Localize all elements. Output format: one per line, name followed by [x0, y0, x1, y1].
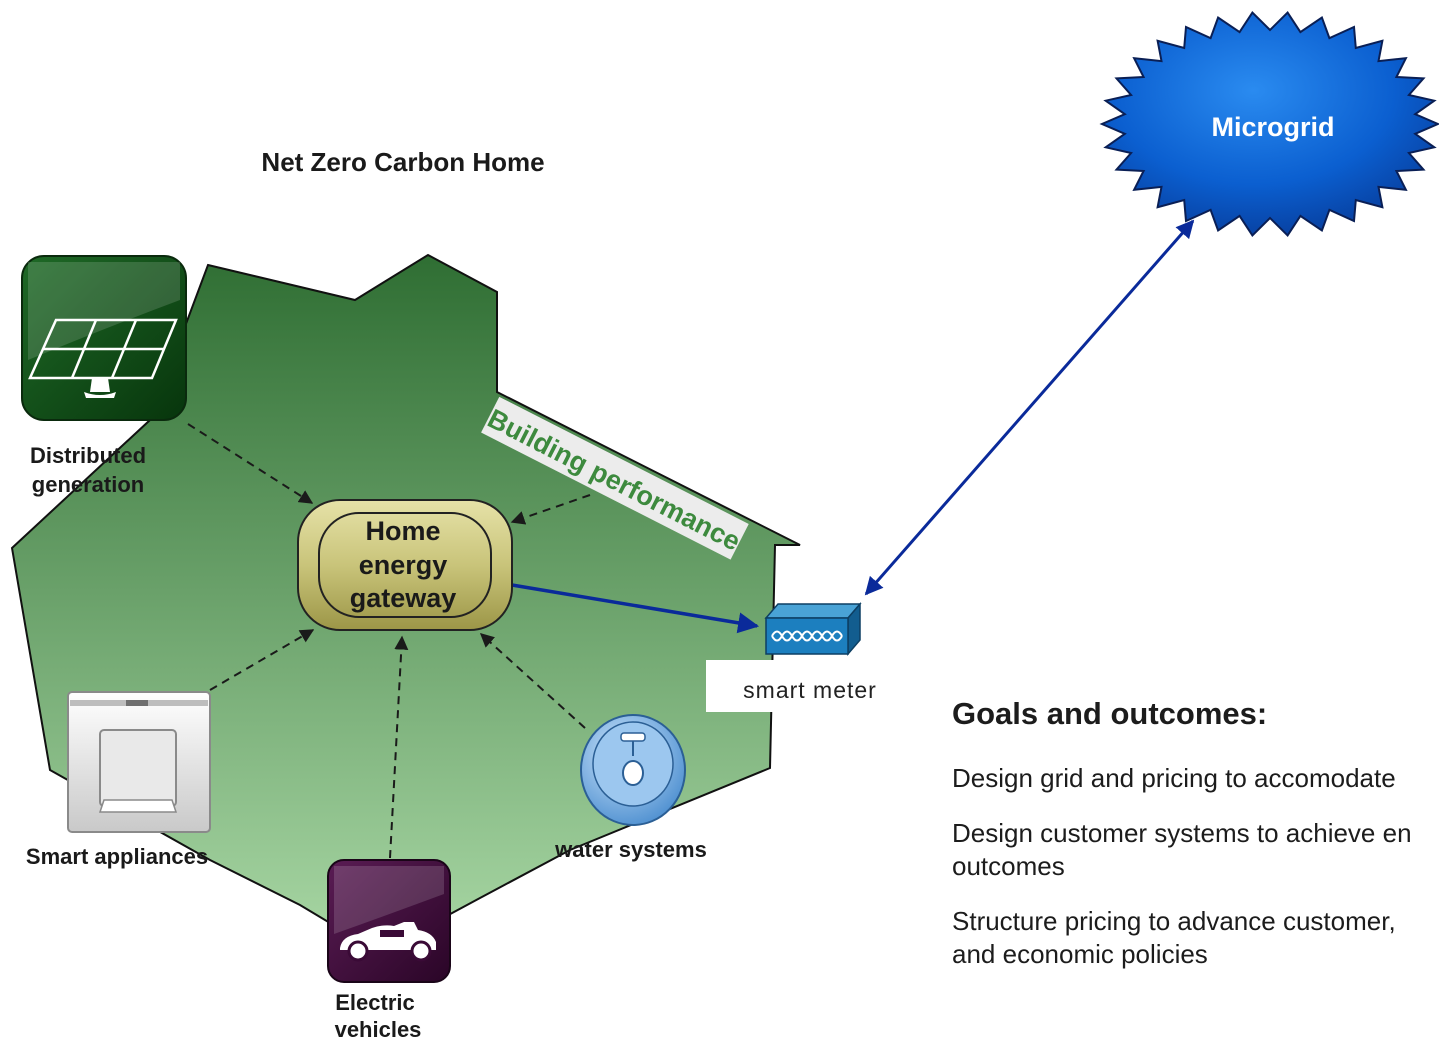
water-to-gateway-arrow	[479, 633, 586, 729]
goals-heading: Goals and outcomes:	[952, 696, 1268, 731]
electric-car-icon[interactable]	[327, 859, 451, 983]
gateway-label-line-3: gateway	[350, 583, 457, 613]
microgrid-label: Microgrid	[1211, 112, 1334, 142]
gateway-to-meter-arrow	[511, 583, 760, 634]
smart-meter-label-box	[706, 660, 896, 712]
microgrid-cloud-shape[interactable]	[1099, 11, 1439, 237]
water-systems-label: water systems	[554, 837, 707, 862]
distributed-generation-label-line-1: Distributed	[30, 443, 146, 468]
distributed-generation-label-line-2: generation	[32, 472, 144, 497]
goal-item-3-line-1: Structure pricing to advance customer,	[952, 906, 1396, 936]
microgrid-meter-connection	[864, 219, 1195, 596]
smart-meter-label: smart meter	[743, 677, 877, 703]
goal-item-3: Structure pricing to advance customer, an…	[952, 905, 1439, 971]
goal-item-2-line-2: outcomes	[952, 851, 1065, 881]
water-sink-icon[interactable]	[580, 714, 686, 826]
goal-item-3-line-2: and economic policies	[952, 939, 1208, 969]
home-energy-gateway[interactable]: Home energy gateway	[297, 499, 513, 631]
appliances-to-gateway-arrow	[209, 629, 315, 691]
gateway-label-line-2: energy	[359, 550, 448, 580]
diagram-title: Net Zero Carbon Home	[261, 147, 544, 177]
goal-item-1: Design grid and pricing to accomodate	[952, 763, 1396, 793]
smart-appliances-label: Smart appliances	[26, 844, 208, 869]
electric-vehicles-label-line-2: vehicles	[335, 1017, 422, 1041]
goal-item-2-line-1: Design customer systems to achieve en	[952, 818, 1412, 848]
smart-meter-icon[interactable]	[764, 601, 862, 657]
solar-to-gateway-arrow	[187, 423, 314, 504]
gateway-label-line-1: Home	[365, 516, 440, 546]
electric-vehicles-label-line-1: Electric	[335, 990, 415, 1015]
goals-panel: Goals and outcomes: Design grid and pric…	[952, 696, 1439, 993]
goal-item-2: Design customer systems to achieve en out…	[952, 817, 1439, 883]
solar-panel-icon[interactable]	[21, 255, 187, 421]
ev-to-gateway-arrow	[389, 635, 409, 859]
smart-appliance-icon[interactable]	[67, 691, 211, 833]
